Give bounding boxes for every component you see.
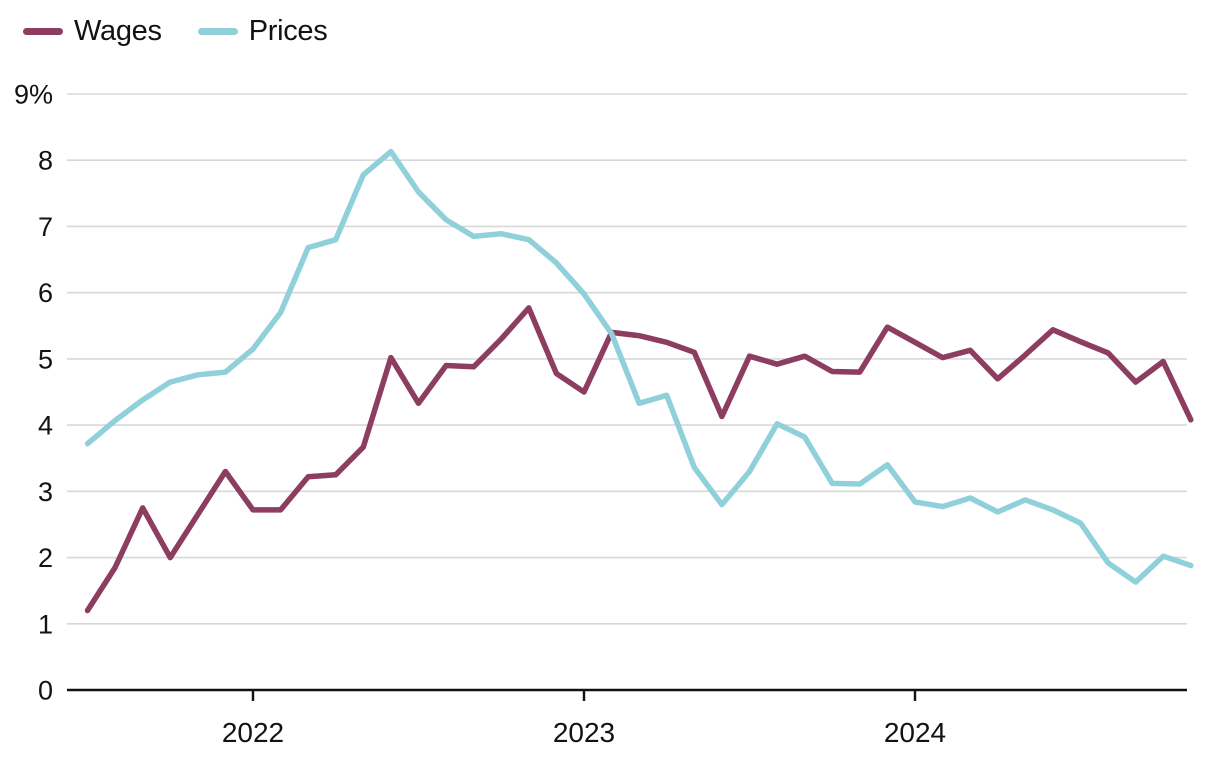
x-axis-label: 2023 <box>553 717 615 748</box>
wages-swatch-icon <box>23 28 63 35</box>
legend-label-wages: Wages <box>74 15 162 47</box>
wages-line <box>84 305 1194 614</box>
y-axis-label: 0 <box>38 676 53 706</box>
y-axis-label: 7 <box>38 212 53 242</box>
x-axis-label: 2022 <box>222 717 284 748</box>
y-axis-label: 8 <box>38 146 53 176</box>
y-axis-label: 5 <box>38 344 53 374</box>
prices-swatch-icon <box>197 28 238 35</box>
legend-label-prices: Prices <box>248 15 328 47</box>
prices-line <box>84 148 1194 585</box>
legend: Wages Prices <box>23 15 328 47</box>
y-axis-label: 3 <box>38 477 53 507</box>
y-axis-label: 1 <box>38 609 53 639</box>
x-axis-label: 2024 <box>884 717 946 748</box>
legend-item-prices: Prices <box>197 15 328 47</box>
legend-item-wages: Wages <box>23 17 162 46</box>
y-axis-label: 6 <box>38 278 53 308</box>
y-axis-label: 9% <box>14 80 53 110</box>
y-axis-label: 2 <box>38 543 53 573</box>
y-axis-label: 4 <box>38 411 53 441</box>
